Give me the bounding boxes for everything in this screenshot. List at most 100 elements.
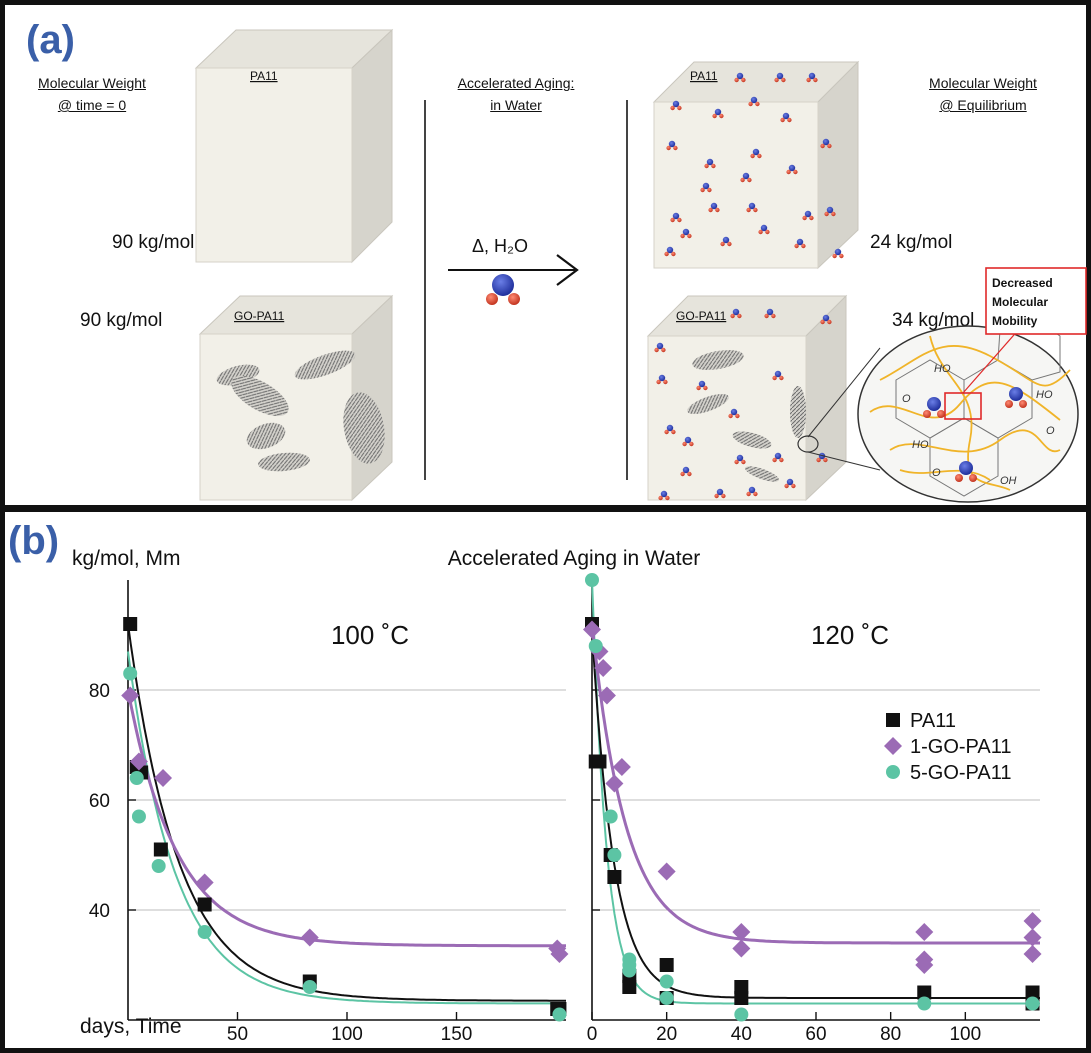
water-molecule <box>832 248 844 259</box>
water-molecule <box>748 96 760 107</box>
box-top-left-label: PA11 <box>250 69 278 83</box>
right-header: Molecular Weight @ Equilibrium <box>908 72 1058 116</box>
x-tick-label: 0 <box>587 1024 598 1045</box>
water-molecule <box>670 100 682 111</box>
water-molecule <box>784 478 796 489</box>
aging-chart: kg/mol, Mm Accelerated Aging in Water da… <box>72 547 1042 1045</box>
fit-curve-1-go-pa11 <box>590 623 1040 945</box>
legend-marker-pa11 <box>886 713 900 727</box>
data-point-1-go-pa11 <box>550 945 569 963</box>
panel-temperature-label: 120 ˚C <box>811 620 889 650</box>
data-point-5-go-pa11 <box>603 809 618 824</box>
water-molecule <box>780 112 792 123</box>
data-point-pa11 <box>607 870 622 884</box>
data-point-1-go-pa11 <box>657 862 676 881</box>
panel-a-illustration: PA11 GO-PA11 Δ, H₂O PA11 GO-PA11 <box>194 28 1087 503</box>
legend-label-5-go-pa11: 5-GO-PA11 <box>910 762 1012 784</box>
left-header-line1: Molecular Weight <box>38 75 146 91</box>
water-molecule <box>746 486 758 497</box>
data-point-1-go-pa11 <box>300 928 319 947</box>
left-header: Molecular Weight @ time = 0 <box>22 72 162 116</box>
water-molecule <box>720 236 732 247</box>
data-point-1-go-pa11 <box>1023 912 1042 930</box>
data-point-5-go-pa11 <box>659 991 674 1005</box>
data-point-1-go-pa11 <box>732 939 751 958</box>
data-point-1-go-pa11 <box>129 752 148 771</box>
water-molecule <box>680 466 692 477</box>
callout-box: Decreased Molecular Mobility <box>985 267 1087 335</box>
data-point-1-go-pa11 <box>1023 928 1042 947</box>
data-point-1-go-pa11 <box>195 873 214 892</box>
water-molecule <box>734 454 746 465</box>
water-molecule <box>696 380 708 391</box>
data-point-pa11 <box>917 985 932 1000</box>
data-point-5-go-pa11 <box>607 848 622 862</box>
data-point-1-go-pa11 <box>121 686 140 705</box>
inset-zoom: HO O HO O HO O OH <box>807 317 1079 503</box>
data-point-pa11 <box>659 958 674 972</box>
chart-legend: PA11 1-GO-PA11 5-GO-PA11 <box>884 710 1012 784</box>
water-molecule <box>664 246 676 257</box>
water-molecule <box>666 140 678 151</box>
legend-marker-5-go-pa11 <box>886 765 900 779</box>
data-point-1-go-pa11 <box>732 923 751 941</box>
water-molecule <box>820 314 832 325</box>
data-point-1-go-pa11 <box>583 620 601 639</box>
right-header-line1: Molecular Weight <box>929 75 1037 91</box>
water-molecule <box>714 488 726 499</box>
water-molecule <box>704 158 716 169</box>
water-molecule <box>774 72 786 83</box>
water-molecule <box>764 308 776 319</box>
data-point-5-go-pa11 <box>734 1007 749 1022</box>
data-point-1-go-pa11 <box>915 956 934 974</box>
x-tick-label: 80 <box>880 1024 901 1045</box>
chart-xlabel: days, Time <box>80 1015 182 1038</box>
panel-temperature-label: 100 ˚C <box>331 620 409 650</box>
water-molecule <box>746 202 758 213</box>
cube-gopa11-initial: GO-PA11 <box>198 294 394 502</box>
data-point-pa11 <box>592 754 607 769</box>
arrow-label: Δ, H₂O <box>472 236 528 256</box>
data-point-pa11 <box>622 980 637 994</box>
data-point-1-go-pa11 <box>1023 945 1042 963</box>
y-tick-label: 80 <box>89 681 110 702</box>
cube-gopa11-aged: GO-PA11 <box>646 294 848 502</box>
x-tick-label: 60 <box>805 1024 826 1045</box>
data-point-1-go-pa11 <box>605 774 624 793</box>
data-point-5-go-pa11 <box>123 666 138 681</box>
data-point-5-go-pa11 <box>151 859 166 873</box>
x-tick-label: 40 <box>731 1024 752 1045</box>
water-molecule <box>700 182 712 193</box>
cube-pa11-initial: PA11 <box>194 28 394 264</box>
panel-divider <box>0 505 1091 512</box>
data-point-5-go-pa11 <box>197 925 212 939</box>
data-point-5-go-pa11 <box>552 1007 567 1022</box>
water-molecule <box>658 490 670 501</box>
data-point-pa11 <box>734 980 749 994</box>
data-point-pa11 <box>734 991 749 1005</box>
inset-label-4: O <box>1046 425 1055 437</box>
x-tick-label: 100 <box>949 1024 981 1045</box>
data-point-1-go-pa11 <box>594 659 613 677</box>
callout-line2: Molecular <box>992 295 1048 309</box>
water-molecule <box>820 138 832 149</box>
water-molecules-top <box>664 72 844 259</box>
data-point-5-go-pa11 <box>622 963 637 978</box>
legend-marker-1-go-pa11 <box>884 737 902 755</box>
inset-label-5: HO <box>912 439 929 451</box>
data-point-pa11 <box>153 842 168 857</box>
panel-a-label: (a) <box>26 18 75 62</box>
data-point-1-go-pa11 <box>597 686 616 705</box>
data-point-pa11 <box>123 617 138 631</box>
water-molecule <box>664 424 676 435</box>
data-point-1-go-pa11 <box>154 769 173 787</box>
water-molecule <box>730 308 742 319</box>
water-molecule <box>794 238 806 249</box>
legend-label-1-go-pa11: 1-GO-PA11 <box>910 736 1012 758</box>
callout-line3: Mobility <box>992 314 1038 328</box>
fit-curve-1-go-pa11 <box>126 689 566 948</box>
data-point-1-go-pa11 <box>612 758 631 776</box>
separator-left <box>424 100 426 480</box>
water-molecule <box>682 436 694 447</box>
water-molecule <box>712 108 724 119</box>
